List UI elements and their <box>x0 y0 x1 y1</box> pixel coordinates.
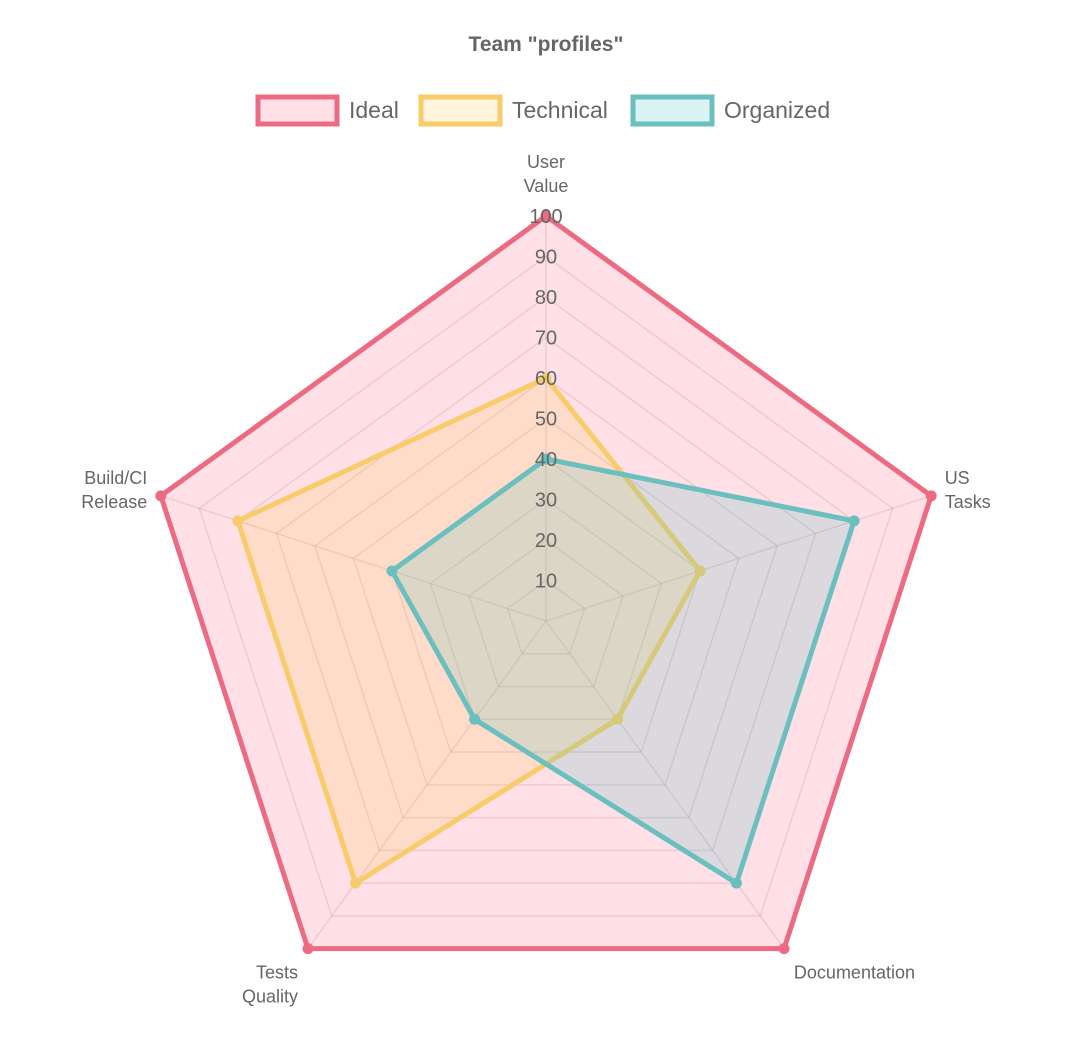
data-point[interactable] <box>469 713 481 725</box>
data-point[interactable] <box>232 515 244 527</box>
series-ideal <box>155 210 937 955</box>
axis-label-line: User <box>527 152 565 172</box>
data-point[interactable] <box>540 372 552 384</box>
series-area <box>157 212 935 952</box>
data-point[interactable] <box>611 713 623 725</box>
tick-label: 70 <box>535 328 557 350</box>
data-point[interactable] <box>730 877 742 889</box>
legend-item-ideal[interactable]: Ideal <box>255 94 399 127</box>
legend-item-organized[interactable]: Organized <box>630 94 830 127</box>
chart-title: Team "profiles" <box>469 33 624 56</box>
legend[interactable]: Ideal Technical Organized <box>255 94 830 127</box>
tick-label: 80 <box>535 287 557 309</box>
tick-label: 40 <box>535 449 557 471</box>
grid-ring <box>236 296 856 884</box>
tick-label: 10 <box>535 571 557 593</box>
data-point[interactable] <box>350 877 362 889</box>
data-point[interactable] <box>540 453 552 465</box>
data-point[interactable] <box>848 515 860 527</box>
axis-label-line: Release <box>81 492 147 512</box>
grid-spoke <box>160 495 547 622</box>
grid-ring <box>506 579 586 655</box>
grid-ring <box>429 498 663 721</box>
data-point[interactable] <box>778 943 790 955</box>
axis-label: Documentation <box>794 962 915 982</box>
tick-label: 20 <box>535 530 557 552</box>
grid-ring <box>468 539 624 688</box>
legend-label: Technical <box>512 97 608 123</box>
axis-label-line: Tasks <box>945 492 991 512</box>
axis-label: User Value <box>524 152 569 196</box>
axis-labels: User Value US Tasks Documentation Tests Qualit… <box>81 152 990 1006</box>
tick-label: 50 <box>535 409 557 431</box>
legend-item-technical[interactable]: Technical <box>418 94 608 127</box>
axis-label: US Tasks <box>945 468 991 512</box>
radial-ticks: 10 20 30 40 50 60 70 80 90 100 <box>529 206 562 593</box>
tick-label: 90 <box>535 247 557 269</box>
data-point[interactable] <box>540 210 552 222</box>
axis-label-line: Value <box>524 176 569 196</box>
data-point[interactable] <box>386 565 398 577</box>
data-point[interactable] <box>925 490 937 502</box>
series-area <box>388 456 858 887</box>
grid-spoke <box>545 495 932 622</box>
series-technical <box>232 372 706 889</box>
axis-label-line: Build/CI <box>84 468 147 488</box>
data-point[interactable] <box>155 490 167 502</box>
grid-ring <box>275 336 817 852</box>
grid-spoke <box>545 620 785 950</box>
tick-label: 100 <box>529 206 562 228</box>
grid-spoke <box>307 620 547 950</box>
axis-label: Build/CI Release <box>81 468 147 512</box>
axis-label: Tests Quality <box>242 962 298 1006</box>
axis-label-line: Quality <box>242 986 298 1006</box>
legend-swatch <box>630 94 715 127</box>
legend-swatch <box>255 94 340 127</box>
grid-ring <box>314 377 778 819</box>
grid-ring <box>198 255 894 917</box>
axis-label-line: Tests <box>256 962 298 982</box>
legend-label: Organized <box>724 97 830 123</box>
radar-series <box>155 210 937 955</box>
axis-label-line: US <box>945 468 970 488</box>
data-point[interactable] <box>302 943 314 955</box>
legend-label: Ideal <box>349 97 399 123</box>
tick-label: 30 <box>535 490 557 512</box>
grid-ring <box>352 417 740 786</box>
data-point[interactable] <box>694 565 706 577</box>
legend-swatch <box>418 94 503 127</box>
axis-label-line: Documentation <box>794 962 915 982</box>
series-organized <box>386 453 860 889</box>
series-area <box>234 374 704 887</box>
tick-label: 60 <box>535 368 557 390</box>
